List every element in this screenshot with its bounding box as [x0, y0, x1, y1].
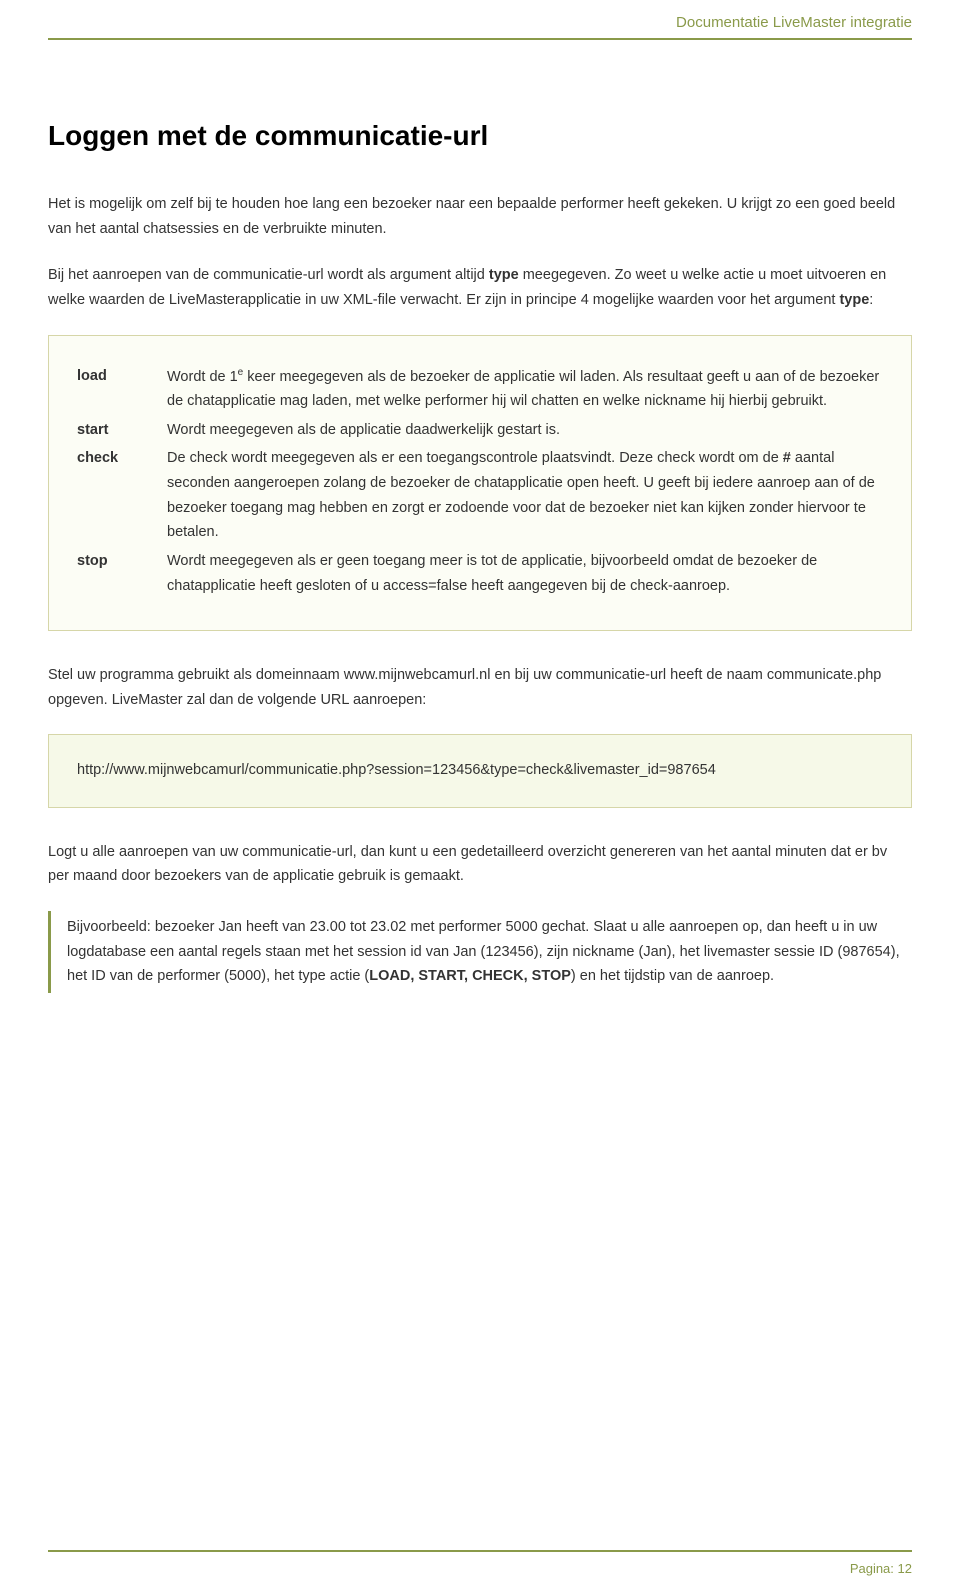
paragraph-example-intro: Stel uw programma gebruikt als domeinnaa…: [48, 663, 912, 712]
footer-num: 12: [898, 1561, 912, 1576]
text: keer meegegeven als de bezoeker de appli…: [167, 368, 879, 409]
def-term: start: [77, 418, 167, 443]
def-term: check: [77, 446, 167, 471]
header-subtitle: Documentatie LiveMaster integratie: [676, 14, 912, 31]
footer-label: Pagina:: [850, 1561, 894, 1576]
page-title: Loggen met de communicatie-url: [48, 120, 912, 152]
kw-type: type: [839, 292, 869, 308]
action-types: LOAD, START, CHECK, STOP: [369, 968, 571, 984]
def-term: load: [77, 364, 167, 389]
url-codebox: http://www.mijnwebcamurl/communicatie.ph…: [48, 734, 912, 807]
page-content: Loggen met de communicatie-url Het is mo…: [0, 0, 960, 1091]
hash-symbol: #: [783, 450, 791, 466]
text: :: [869, 292, 873, 308]
def-row-check: check De check wordt meegegeven als er e…: [77, 446, 883, 545]
page-number: Pagina: 12: [850, 1561, 912, 1576]
kw-type: type: [489, 267, 519, 283]
definitions-box: load Wordt de 1e keer meegegeven als de …: [48, 335, 912, 632]
paragraph-logging: Logt u alle aanroepen van uw communicati…: [48, 840, 912, 889]
header-rule: [48, 38, 912, 40]
def-term: stop: [77, 549, 167, 574]
text: Wordt de 1: [167, 368, 238, 384]
def-desc: Wordt meegegeven als er geen toegang mee…: [167, 549, 883, 598]
def-row-stop: stop Wordt meegegeven als er geen toegan…: [77, 549, 883, 598]
paragraph-intro: Het is mogelijk om zelf bij te houden ho…: [48, 192, 912, 241]
def-desc: Wordt de 1e keer meegegeven als de bezoe…: [167, 364, 883, 414]
paragraph-type-arg: Bij het aanroepen van de communicatie-ur…: [48, 263, 912, 312]
def-desc: Wordt meegegeven als de applicatie daadw…: [167, 418, 883, 443]
def-row-load: load Wordt de 1e keer meegegeven als de …: [77, 364, 883, 414]
example-quote: Bijvoorbeeld: bezoeker Jan heeft van 23.…: [48, 911, 912, 993]
text: ) en het tijdstip van de aanroep.: [571, 968, 774, 984]
def-desc: De check wordt meegegeven als er een toe…: [167, 446, 883, 545]
text: Bij het aanroepen van de communicatie-ur…: [48, 267, 489, 283]
footer-rule: [48, 1550, 912, 1552]
text: De check wordt meegegeven als er een toe…: [167, 450, 783, 466]
def-row-start: start Wordt meegegeven als de applicatie…: [77, 418, 883, 443]
